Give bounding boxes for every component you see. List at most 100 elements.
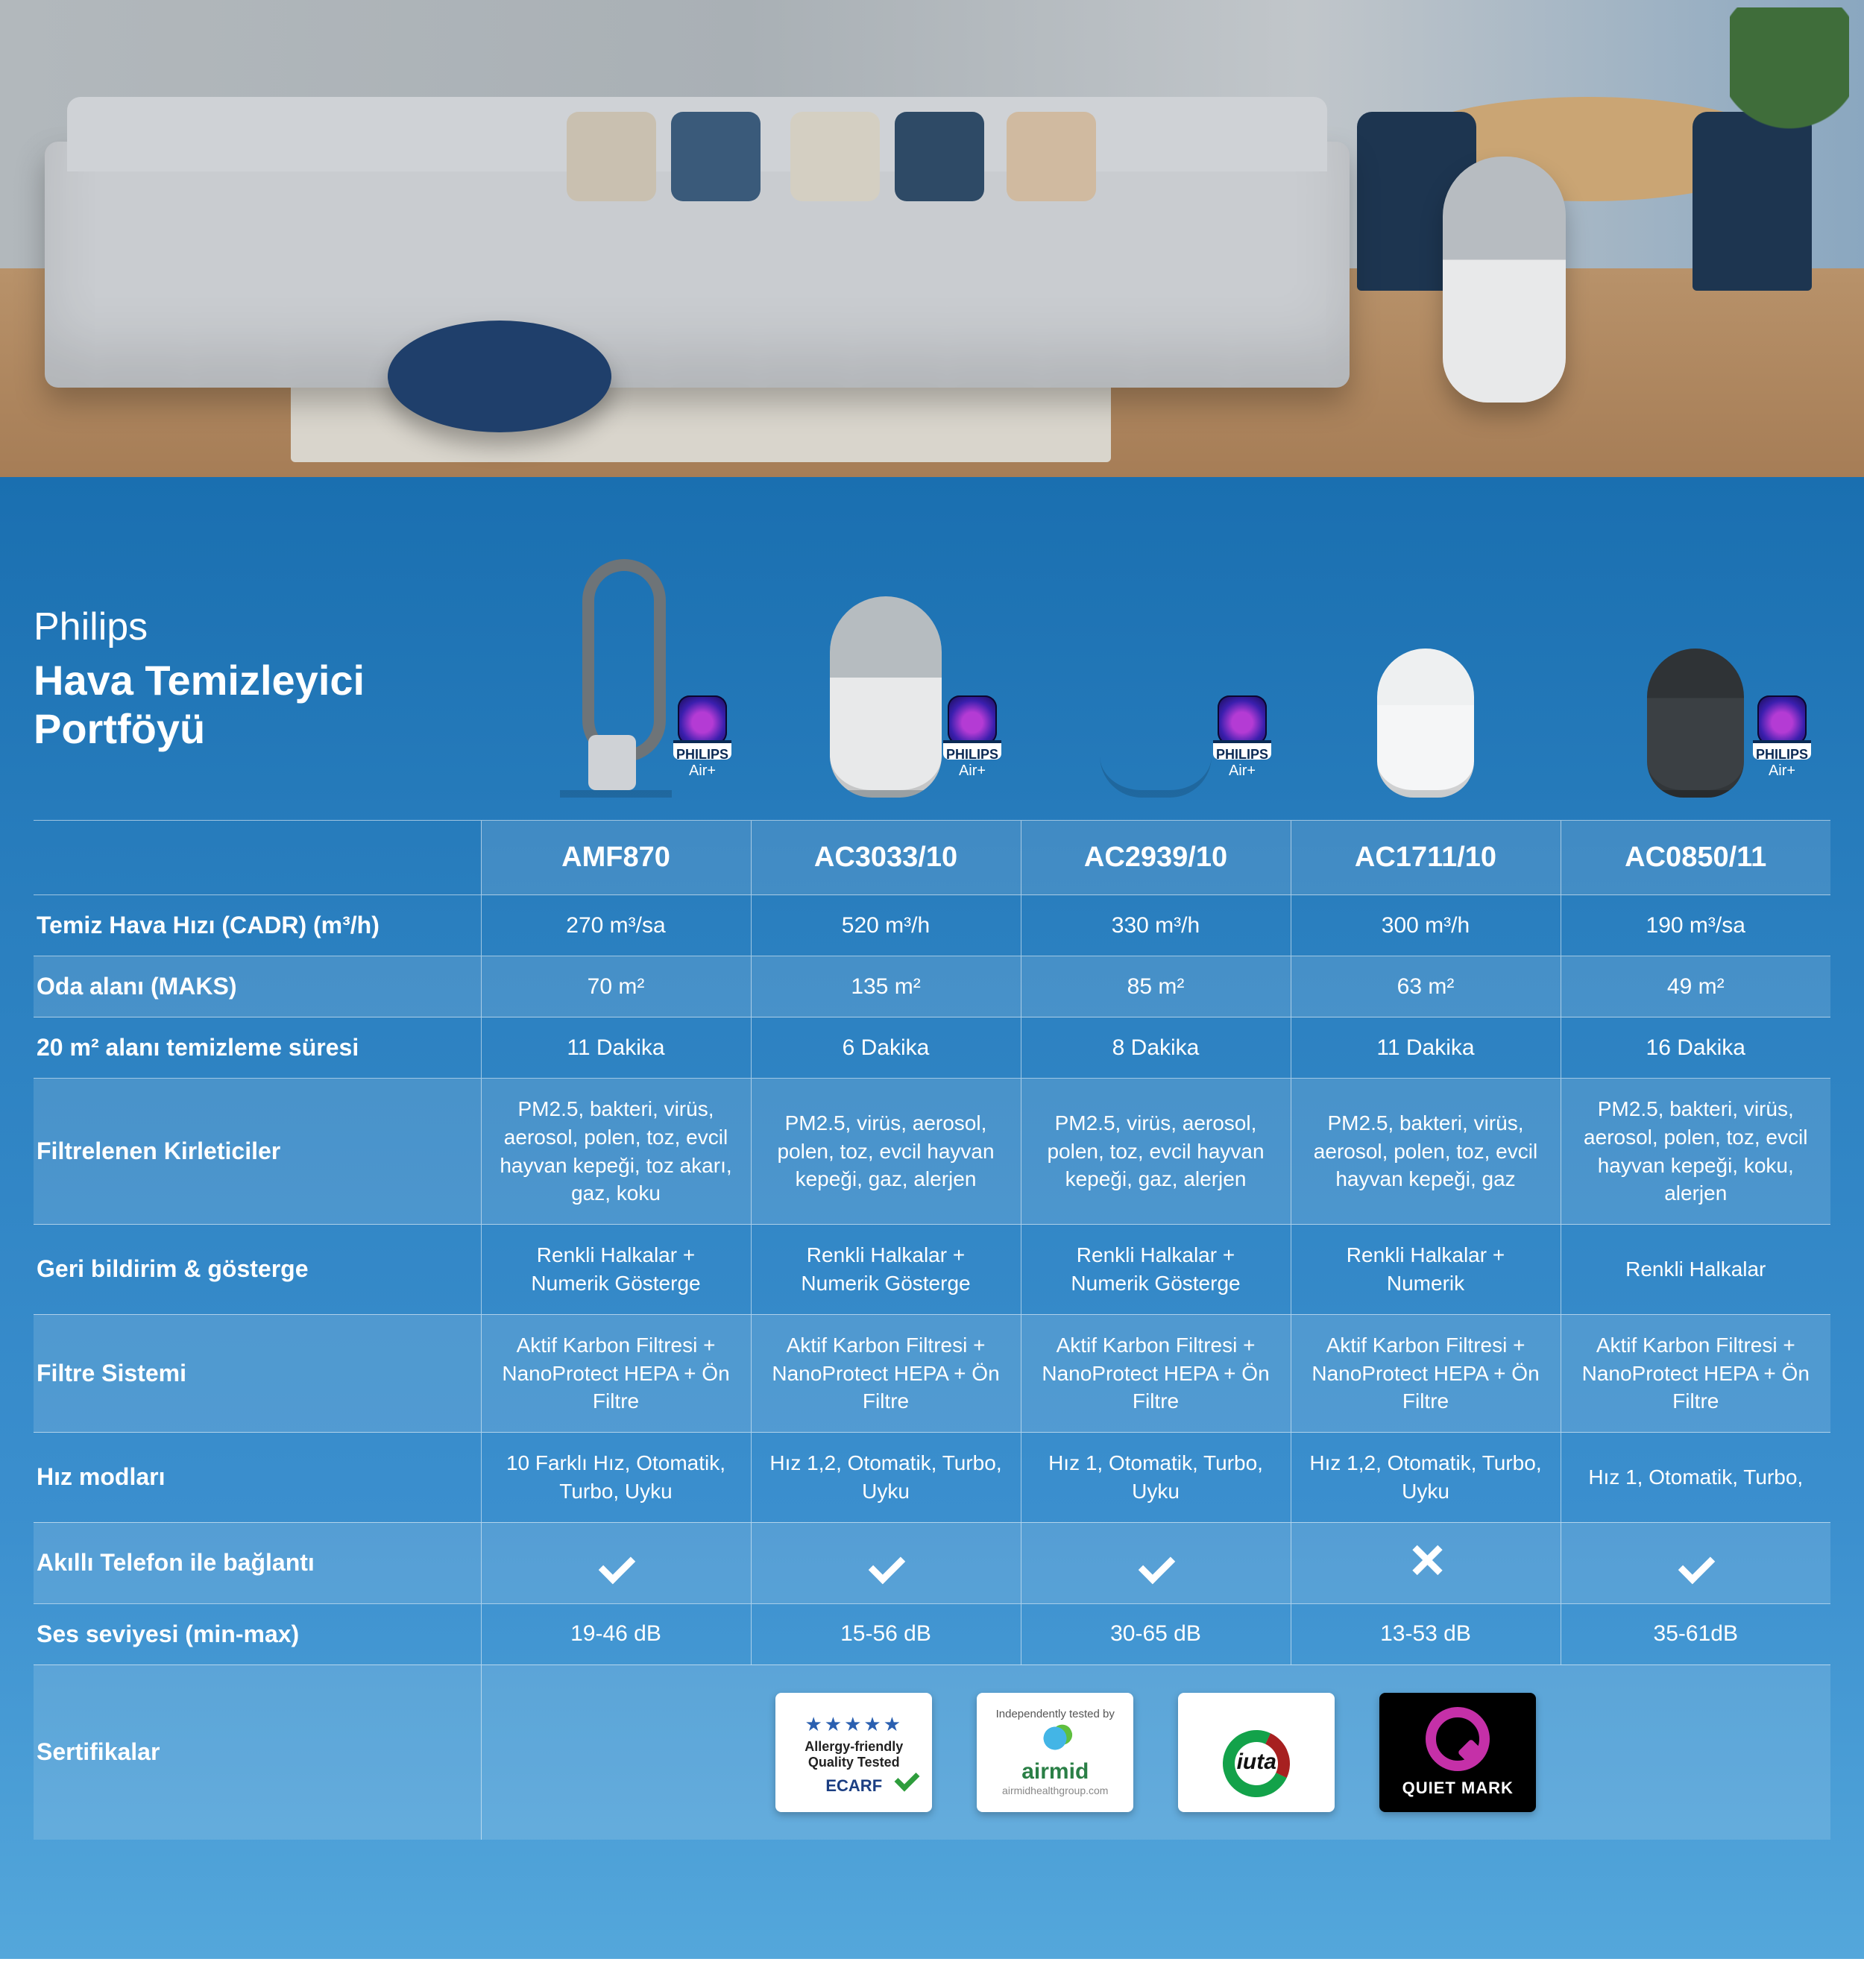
- model-header-AC2939-10: AC2939/10: [1021, 821, 1291, 895]
- cell-clean20-4: 16 Dakika: [1561, 1017, 1830, 1079]
- cell-cadr-4: 190 m³/sa: [1561, 895, 1830, 956]
- cell-pollutants-1: PM2.5, virüs, aerosol, polen, toz, evcil…: [751, 1079, 1021, 1225]
- hero-lifestyle-image: [0, 0, 1864, 477]
- cell-speeds-1: Hız 1,2, Otomatik, Turbo, Uyku: [751, 1433, 1021, 1523]
- check-icon: [865, 1539, 907, 1581]
- product-image-AMF870: PHILIPS Air+: [481, 529, 751, 798]
- cell-smartphone-3: [1291, 1522, 1561, 1603]
- cell-filter-2: Aktif Karbon Filtresi + NanoProtect HEPA…: [1021, 1314, 1291, 1432]
- cell-feedback-2: Renkli Halkalar + Numerik Gösterge: [1021, 1225, 1291, 1315]
- badge-brand: PHILIPS: [1753, 740, 1811, 760]
- check-icon: [1675, 1539, 1716, 1581]
- cell-filter-0: Aktif Karbon Filtresi + NanoProtect HEPA…: [481, 1314, 751, 1432]
- cell-pollutants-0: PM2.5, bakteri, virüs, aerosol, polen, t…: [481, 1079, 751, 1225]
- row-label-cadr: Temiz Hava Hızı (CADR) (m³/h): [34, 895, 481, 956]
- cell-speeds-3: Hız 1,2, Otomatik, Turbo, Uyku: [1291, 1433, 1561, 1523]
- app-icon: [678, 695, 727, 745]
- cell-smartphone-0: [481, 1522, 751, 1603]
- check-icon: [595, 1539, 637, 1581]
- product-image-AC2939-10: PHILIPSAir+: [1021, 529, 1291, 798]
- product-image-AC0850-11: PHILIPS Air+: [1561, 529, 1830, 798]
- product-silhouette: [560, 559, 672, 798]
- title-line-2: Portföyü: [34, 705, 481, 753]
- product-silhouette: [1100, 596, 1212, 798]
- cell-pollutants-2: PM2.5, virüs, aerosol, polen, toz, evcil…: [1021, 1079, 1291, 1225]
- cell-room-4: 49 m²: [1561, 956, 1830, 1017]
- q-icon: [1426, 1707, 1490, 1771]
- row-label-clean20: 20 m² alanı temizleme süresi: [34, 1017, 481, 1079]
- cell-smartphone-2: [1021, 1522, 1291, 1603]
- row-label-feedback: Geri bildirim & gösterge: [34, 1225, 481, 1315]
- cell-feedback-1: Renkli Halkalar + Numerik Gösterge: [751, 1225, 1021, 1315]
- row-label-sound: Ses seviyesi (min-max): [34, 1603, 481, 1664]
- row-label-certs: Sertifikalar: [34, 1664, 481, 1840]
- comparison-table: AMF870AC3033/10AC2939/10AC1711/10AC0850/…: [34, 820, 1830, 1840]
- badge-brand: PHILIPS: [673, 740, 731, 760]
- air-plus-app-badge: PHILIPS Air+: [673, 695, 731, 780]
- cell-pollutants-3: PM2.5, bakteri, virüs, aerosol, polen, t…: [1291, 1079, 1561, 1225]
- cell-feedback-3: Renkli Halkalar + Numerik: [1291, 1225, 1561, 1315]
- model-header-AC0850-11: AC0850/11: [1561, 821, 1830, 895]
- cell-speeds-0: 10 Farklı Hız, Otomatik, Turbo, Uyku: [481, 1433, 751, 1523]
- header-empty: [34, 821, 481, 895]
- cell-sound-3: 13-53 dB: [1291, 1603, 1561, 1664]
- cell-room-2: 85 m²: [1021, 956, 1291, 1017]
- cell-room-3: 63 m²: [1291, 956, 1561, 1017]
- app-icon: [1757, 695, 1807, 745]
- portfolio-title: Philips Hava Temizleyici Portföyü: [34, 605, 481, 798]
- cell-sound-0: 19-46 dB: [481, 1603, 751, 1664]
- product-silhouette: [1377, 649, 1474, 798]
- air-plus-app-badge: PHILIPS Air+: [943, 695, 1001, 780]
- cert-quiet-mark: QUIET MARK: [1379, 1693, 1536, 1812]
- cell-clean20-3: 11 Dakika: [1291, 1017, 1561, 1079]
- cell-smartphone-1: [751, 1522, 1021, 1603]
- cell-filter-1: Aktif Karbon Filtresi + NanoProtect HEPA…: [751, 1314, 1021, 1432]
- row-label-speeds: Hız modları: [34, 1433, 481, 1523]
- cell-room-1: 135 m²: [751, 956, 1021, 1017]
- cell-feedback-0: Renkli Halkalar + Numerik Gösterge: [481, 1225, 751, 1315]
- cell-clean20-2: 8 Dakika: [1021, 1017, 1291, 1079]
- brand-name: Philips: [34, 605, 481, 649]
- model-header-AC3033-10: AC3033/10: [751, 821, 1021, 895]
- check-icon: [1135, 1539, 1177, 1581]
- row-label-room: Oda alanı (MAKS): [34, 956, 481, 1017]
- cell-smartphone-4: [1561, 1522, 1830, 1603]
- badge-brand: PHILIPS: [943, 740, 1001, 760]
- ring-icon: [1214, 1720, 1300, 1806]
- badge-app-name: Air+: [959, 763, 986, 780]
- certifications-cell: ★★★★★Allergy-friendly Quality TestedECAR…: [481, 1664, 1830, 1840]
- row-label-filter: Filtre Sistemi: [34, 1314, 481, 1432]
- leaf-icon: [1037, 1720, 1073, 1756]
- cell-pollutants-4: PM2.5, bakteri, virüs, aerosol, polen, t…: [1561, 1079, 1830, 1225]
- air-plus-app-badge: PHILIPS Air+: [1753, 695, 1811, 780]
- air-plus-app-badge: PHILIPSAir+: [1213, 695, 1271, 780]
- cert-ecarf: ★★★★★Allergy-friendly Quality TestedECAR…: [775, 1693, 932, 1812]
- cell-speeds-4: Hız 1, Otomatik, Turbo,: [1561, 1433, 1830, 1523]
- cell-feedback-4: Renkli Halkalar: [1561, 1225, 1830, 1315]
- cell-sound-1: 15-56 dB: [751, 1603, 1021, 1664]
- product-silhouette: [830, 596, 942, 798]
- cell-cadr-2: 330 m³/h: [1021, 895, 1291, 956]
- comparison-panel: Philips Hava Temizleyici Portföyü PHILIP…: [0, 477, 1864, 1959]
- title-line-1: Hava Temizleyici: [34, 657, 481, 704]
- cell-cadr-1: 520 m³/h: [751, 895, 1021, 956]
- badge-app-name: Air+: [689, 763, 716, 780]
- app-icon: [948, 695, 997, 745]
- product-silhouette: [1647, 649, 1744, 798]
- model-header-AC1711-10: AC1711/10: [1291, 821, 1561, 895]
- cell-sound-4: 35-61dB: [1561, 1603, 1830, 1664]
- model-header-AMF870: AMF870: [481, 821, 751, 895]
- cert-airmid: Independently tested byairmidairmidhealt…: [977, 1693, 1133, 1812]
- cross-icon: [1405, 1539, 1446, 1581]
- cell-clean20-1: 6 Dakika: [751, 1017, 1021, 1079]
- cell-cadr-0: 270 m³/sa: [481, 895, 751, 956]
- badge-app-name: Air+: [1769, 763, 1795, 780]
- cell-filter-3: Aktif Karbon Filtresi + NanoProtect HEPA…: [1291, 1314, 1561, 1432]
- product-image-AC3033-10: PHILIPS Air+: [751, 529, 1021, 798]
- cert-iuta: iuta: [1178, 1693, 1335, 1812]
- badge-app-name: Air+: [1229, 763, 1256, 780]
- app-icon: [1218, 695, 1267, 745]
- row-label-smartphone: Akıllı Telefon ile bağlantı: [34, 1522, 481, 1603]
- product-image-AC1711-10: [1291, 529, 1561, 798]
- cell-room-0: 70 m²: [481, 956, 751, 1017]
